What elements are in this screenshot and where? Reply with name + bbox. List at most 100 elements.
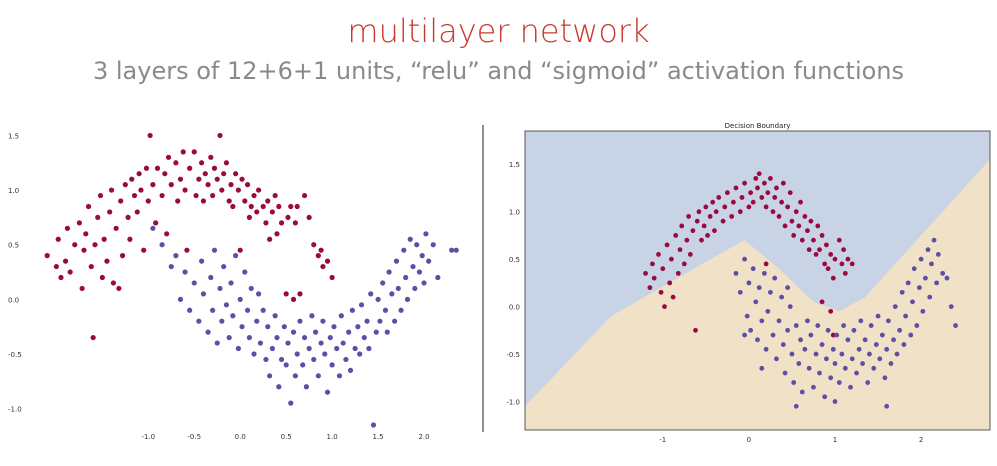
point-class-a [842, 270, 848, 276]
point-class-a [686, 214, 692, 219]
point-class-a [285, 214, 291, 221]
region-class-b [525, 159, 990, 430]
point-class-a [720, 218, 726, 224]
point-class-a [95, 214, 101, 221]
point-class-b [343, 356, 349, 363]
point-class-b [331, 324, 337, 330]
point-class-a [793, 209, 799, 215]
x-tick-label: 1.5 [373, 433, 384, 441]
point-class-a [200, 198, 207, 204]
point-class-a [693, 327, 698, 333]
point-class-a [292, 220, 298, 226]
point-class-a [145, 198, 151, 204]
point-class-a [712, 228, 717, 234]
point-class-b [281, 324, 287, 330]
point-class-a [748, 190, 754, 196]
point-class-a [690, 228, 696, 234]
point-class-b [430, 242, 436, 248]
point-class-a [119, 253, 126, 259]
plot-frame [524, 130, 991, 431]
point-class-a [136, 171, 142, 177]
point-class-a [713, 209, 719, 215]
point-class-b [868, 323, 874, 328]
point-class-a [202, 171, 208, 177]
point-class-a [782, 223, 788, 229]
point-class-b [830, 346, 836, 352]
x-tick-label: 1.0 [327, 433, 338, 441]
point-class-a [822, 261, 828, 267]
point-class-a [101, 236, 107, 242]
point-class-a [729, 214, 735, 219]
point-class-b [404, 296, 411, 302]
point-class-b [839, 351, 845, 357]
point-class-a [246, 214, 253, 221]
point-class-b [780, 342, 786, 347]
point-class-a [806, 247, 812, 253]
point-class-b [235, 345, 241, 352]
point-class-b [393, 258, 400, 264]
point-class-a [92, 242, 98, 248]
y-tick-label: 0.5 [509, 256, 520, 264]
point-class-a [707, 214, 713, 219]
point-class-b [274, 334, 280, 341]
x-tick-label: 0 [747, 436, 751, 444]
point-class-b [276, 384, 282, 390]
point-class-a [58, 274, 64, 281]
point-class-a [315, 253, 321, 259]
point-class-b [338, 313, 344, 319]
point-class-a [742, 180, 747, 186]
point-class-b [948, 304, 954, 310]
point-class-a [122, 182, 128, 188]
point-class-b [756, 285, 762, 291]
point-class-b [815, 323, 821, 328]
point-class-b [352, 345, 358, 352]
point-class-b [834, 332, 840, 338]
point-class-a [710, 199, 716, 205]
point-class-b [888, 361, 894, 366]
point-class-b [248, 285, 254, 292]
point-class-b [799, 389, 805, 395]
point-class-a [76, 220, 82, 226]
point-class-a [796, 223, 802, 229]
point-class-a [311, 242, 317, 248]
point-class-a [699, 237, 704, 243]
point-class-b [312, 329, 319, 335]
point-class-b [892, 304, 898, 310]
x-tick-label: -0.5 [187, 433, 201, 441]
point-class-b [823, 356, 829, 362]
point-class-b [228, 280, 234, 286]
point-class-a [125, 214, 131, 221]
point-class-b [819, 342, 825, 347]
point-class-a [276, 203, 282, 210]
point-class-b [200, 291, 207, 297]
point-class-a [813, 251, 819, 257]
point-class-b [210, 307, 216, 313]
point-class-a [772, 195, 778, 200]
point-class-b [813, 351, 819, 357]
point-class-a [737, 209, 743, 215]
point-class-a [283, 291, 289, 297]
point-class-a [763, 204, 769, 210]
point-class-b [940, 270, 946, 276]
point-class-a [53, 263, 59, 270]
point-class-a [210, 192, 216, 199]
point-class-a [164, 231, 170, 237]
point-class-a [664, 242, 670, 248]
point-class-a [235, 187, 241, 193]
point-class-b [303, 384, 309, 390]
point-class-b [334, 345, 340, 352]
point-class-b [380, 280, 386, 286]
point-class-b [315, 373, 321, 379]
point-class-a [184, 247, 190, 253]
point-class-b [327, 334, 333, 341]
point-class-b [879, 332, 885, 338]
point-class-a [44, 253, 50, 259]
point-class-a [811, 237, 816, 243]
point-class-a [153, 220, 159, 226]
point-class-b [412, 285, 418, 292]
point-class-b [877, 356, 883, 362]
point-class-b [244, 307, 251, 313]
point-class-b [340, 340, 346, 346]
point-class-a [660, 266, 666, 272]
